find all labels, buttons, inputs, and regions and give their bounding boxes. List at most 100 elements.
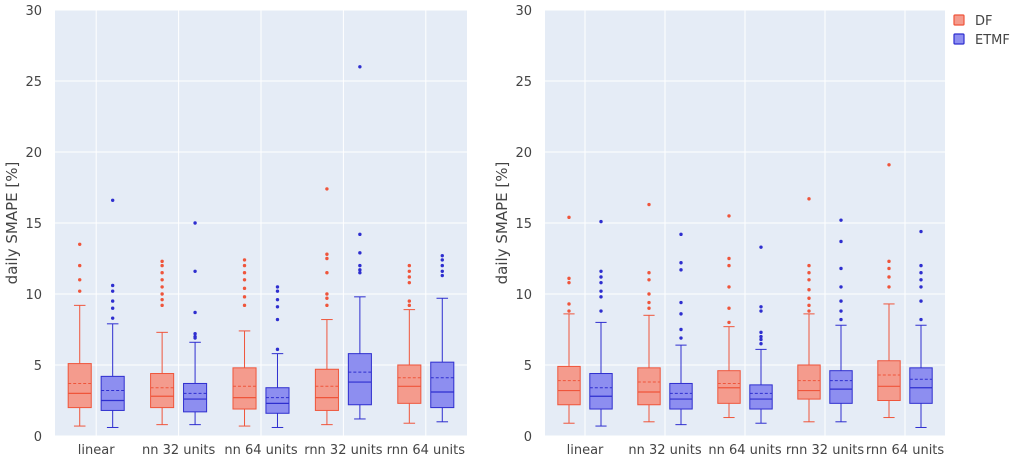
outlier-point bbox=[567, 280, 571, 285]
outlier-point bbox=[839, 309, 843, 313]
outlier-point bbox=[599, 269, 603, 273]
outlier-point bbox=[919, 263, 923, 268]
outlier-point bbox=[919, 299, 923, 303]
box-body bbox=[669, 382, 693, 410]
box-df[interactable] bbox=[637, 202, 661, 423]
outlier-point bbox=[110, 306, 115, 310]
legend-label-df: DF bbox=[975, 14, 993, 29]
outlier-point bbox=[567, 215, 571, 220]
box-body bbox=[183, 382, 208, 413]
outlier-point bbox=[275, 305, 280, 309]
outlier-point bbox=[325, 303, 329, 308]
y-tick-label: 10 bbox=[25, 288, 42, 303]
y-tick-label: 20 bbox=[25, 146, 42, 161]
outlier-point bbox=[78, 242, 82, 246]
box-etmf[interactable] bbox=[589, 219, 613, 427]
box-df[interactable] bbox=[67, 242, 92, 427]
box-df[interactable] bbox=[877, 163, 901, 419]
outlier-point bbox=[679, 312, 683, 316]
outlier-point bbox=[807, 278, 811, 282]
outlier-point bbox=[887, 275, 891, 279]
outlier-point bbox=[919, 317, 923, 322]
outlier-point bbox=[679, 300, 683, 305]
outlier-point bbox=[325, 271, 329, 275]
outlier-point bbox=[110, 289, 115, 293]
outlier-point bbox=[599, 219, 603, 224]
box-body bbox=[717, 370, 741, 404]
outlier-point bbox=[647, 300, 651, 305]
outlier-point bbox=[160, 263, 164, 268]
outlier-point bbox=[242, 278, 247, 282]
outlier-point bbox=[919, 229, 923, 234]
x-tick-label: nn 64 units bbox=[224, 443, 297, 458]
outlier-point bbox=[358, 271, 362, 275]
box-df[interactable] bbox=[557, 215, 581, 424]
y-tick-label: 15 bbox=[515, 217, 532, 232]
outlier-point bbox=[275, 289, 280, 293]
outlier-point bbox=[679, 232, 683, 237]
legend-item-etmf[interactable]: ETMF bbox=[953, 33, 1010, 48]
outlier-point bbox=[919, 285, 923, 289]
box-etmf[interactable] bbox=[430, 253, 455, 423]
box-body bbox=[877, 360, 901, 401]
box-df[interactable] bbox=[232, 258, 257, 427]
box-etmf[interactable] bbox=[347, 65, 372, 420]
box-df[interactable] bbox=[717, 214, 741, 419]
outlier-point bbox=[887, 285, 891, 289]
box-etmf[interactable] bbox=[183, 221, 208, 426]
x-tick-label: nn 32 units bbox=[142, 443, 215, 458]
outlier-point bbox=[839, 317, 843, 322]
outlier-point bbox=[193, 221, 197, 225]
outlier-point bbox=[407, 269, 412, 273]
box-etmf[interactable] bbox=[749, 245, 773, 424]
x-tick-label: rnn 32 units bbox=[304, 443, 383, 458]
box-body bbox=[909, 367, 933, 404]
box-body bbox=[232, 367, 257, 410]
box-body bbox=[150, 373, 175, 409]
outlier-point bbox=[839, 285, 843, 289]
outlier-point bbox=[807, 309, 811, 313]
y-tick-label: 5 bbox=[524, 359, 532, 374]
outlier-point bbox=[275, 317, 280, 322]
box-df[interactable] bbox=[797, 197, 821, 423]
box-etmf[interactable] bbox=[669, 232, 693, 426]
outlier-point bbox=[160, 303, 164, 308]
box-df[interactable] bbox=[397, 263, 422, 424]
outlier-point bbox=[110, 299, 115, 303]
outlier-point bbox=[599, 295, 603, 299]
x-tick-label: nn 32 units bbox=[628, 443, 701, 458]
box-body bbox=[314, 368, 339, 411]
outlier-point bbox=[160, 278, 164, 282]
outlier-point bbox=[727, 263, 731, 268]
outlier-point bbox=[839, 299, 843, 303]
outlier-point bbox=[647, 202, 651, 207]
outlier-point bbox=[110, 316, 115, 320]
outlier-point bbox=[325, 292, 329, 296]
outlier-point bbox=[599, 280, 603, 285]
box-body bbox=[100, 375, 125, 411]
box-df[interactable] bbox=[314, 187, 339, 426]
box-etmf[interactable] bbox=[829, 218, 853, 423]
outlier-point bbox=[759, 309, 763, 313]
x-tick-label: rnn 64 units bbox=[866, 443, 945, 458]
outlier-point bbox=[242, 303, 247, 308]
chart-panel-2: 0 5 10 15 20 25 30 daily SMAPE [%] linear nn 32 u… bbox=[493, 4, 945, 458]
y-tick-label: 0 bbox=[524, 430, 532, 445]
outlier-point bbox=[358, 232, 362, 237]
y-tick-label: 0 bbox=[34, 430, 42, 445]
outlier-point bbox=[807, 303, 811, 308]
box-etmf[interactable] bbox=[100, 198, 125, 428]
series-df bbox=[557, 163, 901, 424]
outlier-point bbox=[839, 218, 843, 222]
box-etmf[interactable] bbox=[265, 285, 290, 428]
outlier-point bbox=[160, 292, 164, 296]
outlier-point bbox=[727, 320, 731, 325]
box-etmf[interactable] bbox=[909, 229, 933, 428]
outlier-point bbox=[679, 261, 683, 265]
legend-item-df[interactable]: DF bbox=[953, 14, 993, 29]
x-tick-label: rnn 64 units bbox=[387, 443, 466, 458]
outlier-point bbox=[407, 299, 412, 303]
y-axis-title: daily SMAPE [%] bbox=[493, 162, 511, 285]
box-df[interactable] bbox=[150, 259, 175, 426]
outlier-point bbox=[110, 198, 115, 202]
